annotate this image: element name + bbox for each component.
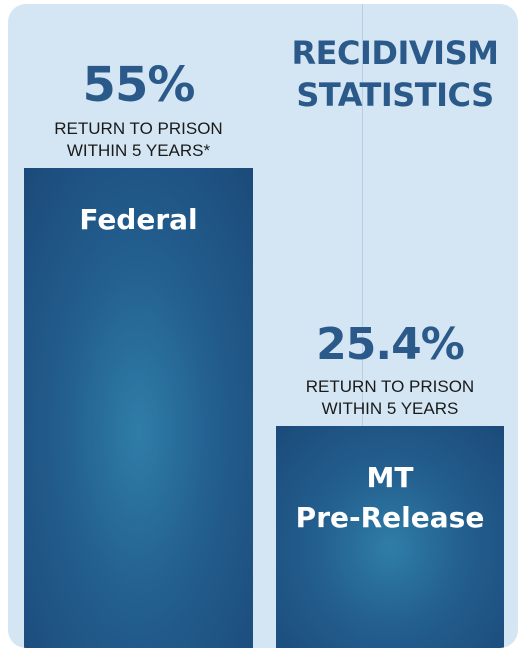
bar-federal: [24, 168, 253, 648]
bar-label: MT Pre-Release: [295, 461, 485, 534]
bar-mt-pre-release: [276, 426, 504, 648]
chart-title: RECIDIVISM STATISTICS: [291, 34, 499, 114]
bar-label: Federal: [79, 203, 198, 236]
center-divider: [362, 4, 363, 648]
chart-panel: RECIDIVISM STATISTICS Federal RETURN TO P…: [8, 4, 518, 648]
value-label: 55%: [82, 57, 196, 113]
bar-sublabel: RETURN TO PRISON WITHIN 5 YEARS*: [54, 119, 223, 160]
value-label: 25.4%: [316, 319, 465, 370]
bar-sublabel: RETURN TO PRISON WITHIN 5 YEARS: [305, 377, 475, 418]
